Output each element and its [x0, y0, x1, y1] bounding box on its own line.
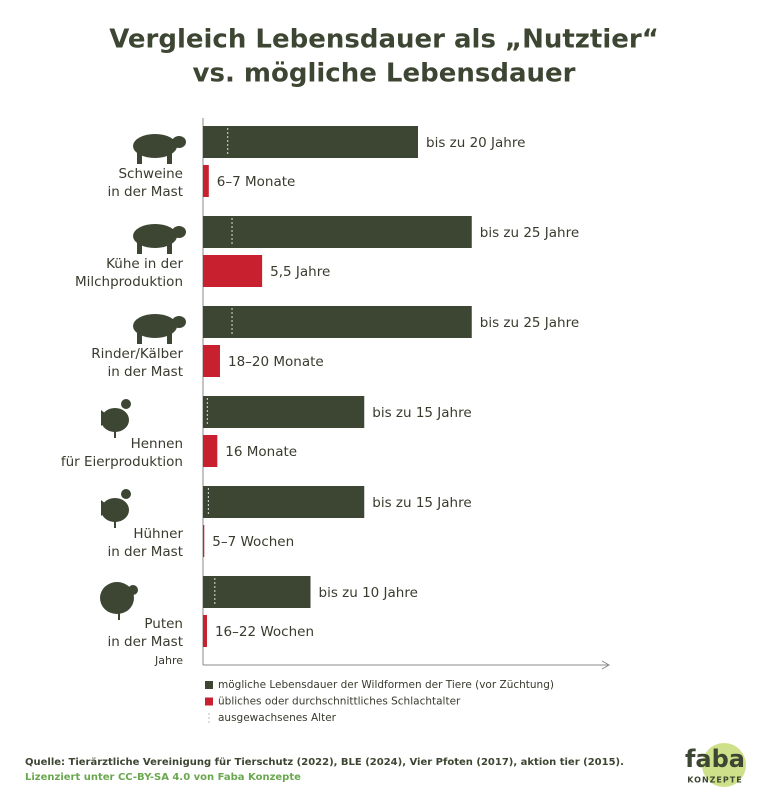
category-label: in der Mast	[107, 544, 183, 560]
bar	[203, 396, 365, 428]
category-label: in der Mast	[107, 184, 183, 200]
legend-label: ausgewachsenes Alter	[218, 712, 337, 724]
animal-icon	[167, 146, 172, 164]
animal-icon	[133, 134, 177, 158]
license: Lizenziert unter CC-BY-SA 4.0 von Faba K…	[25, 772, 301, 783]
legend-swatch	[205, 681, 213, 689]
legend-label: mögliche Lebensdauer der Wildformen der …	[218, 679, 554, 691]
animal-icon	[137, 146, 142, 164]
bar	[203, 486, 365, 518]
bar	[203, 255, 263, 287]
chart-title: Vergleich Lebensdauer als „Nutztier“	[109, 25, 659, 55]
value-label: 6–7 Monate	[217, 174, 296, 190]
logo: faba	[685, 745, 745, 773]
bar	[203, 525, 205, 557]
source: Quelle: Tierärztliche Vereinigung für Ti…	[25, 757, 624, 768]
value-label: 5–7 Wochen	[212, 534, 294, 550]
bar	[203, 615, 207, 647]
x-axis-label: Jahre	[154, 654, 183, 667]
category-label: Rinder/Kälber	[91, 346, 183, 362]
animal-icon	[100, 582, 134, 614]
animal-icon	[172, 226, 186, 238]
value-label: bis zu 10 Jahre	[319, 585, 418, 601]
bar	[203, 576, 311, 608]
bar	[203, 126, 418, 158]
animal-icon	[167, 326, 172, 344]
animal-icon	[137, 236, 142, 254]
value-label: 5,5 Jahre	[270, 264, 330, 280]
legend-label: übliches oder durchschnittliches Schlach…	[218, 696, 461, 708]
value-label: 16–22 Wochen	[215, 624, 314, 640]
category-label: Puten	[144, 616, 183, 632]
legend-swatch	[205, 697, 213, 706]
value-label: 16 Monate	[225, 444, 297, 460]
animal-icon	[121, 489, 131, 499]
category-label: Milchproduktion	[75, 274, 183, 290]
category-label: Hühner	[133, 526, 183, 542]
animal-icon	[101, 498, 129, 522]
category-label: für Eierproduktion	[61, 454, 183, 470]
category-label: Schweine	[118, 166, 183, 182]
animal-icon	[101, 500, 111, 516]
value-label: bis zu 20 Jahre	[426, 135, 525, 151]
category-label: Hennen	[131, 436, 183, 452]
value-label: bis zu 25 Jahre	[480, 315, 579, 331]
animal-icon	[101, 410, 111, 426]
animal-icon	[133, 314, 177, 338]
animal-icon	[172, 316, 186, 328]
animal-icon	[137, 326, 142, 344]
bar	[203, 435, 218, 467]
animal-icon	[101, 408, 129, 432]
bar	[203, 216, 472, 248]
bar	[203, 306, 472, 338]
value-label: bis zu 25 Jahre	[480, 225, 579, 241]
bar	[203, 165, 209, 197]
animal-icon	[172, 136, 186, 148]
animal-icon	[167, 236, 172, 254]
axis-arrow	[601, 660, 611, 670]
value-label: bis zu 15 Jahre	[372, 495, 471, 511]
chart-title: vs. mögliche Lebensdauer	[193, 59, 576, 89]
animal-icon	[121, 399, 131, 409]
value-label: 18–20 Monate	[228, 354, 324, 370]
bar	[203, 345, 220, 377]
value-label: bis zu 15 Jahre	[372, 405, 471, 421]
category-label: Kühe in der	[106, 256, 183, 272]
animal-icon	[128, 585, 138, 595]
category-label: in der Mast	[107, 634, 183, 650]
animal-icon	[133, 224, 177, 248]
category-label: in der Mast	[107, 364, 183, 380]
logo: KONZEPTE	[687, 776, 742, 785]
logo-circle	[702, 743, 746, 787]
